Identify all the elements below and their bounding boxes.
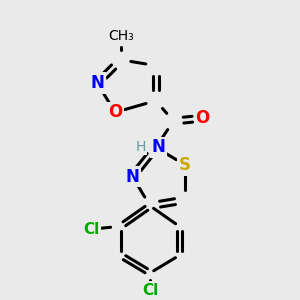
Text: N: N bbox=[91, 74, 104, 92]
Text: O: O bbox=[108, 103, 122, 122]
Text: S: S bbox=[179, 156, 191, 174]
Text: O: O bbox=[195, 109, 210, 127]
Text: Cl: Cl bbox=[142, 283, 158, 298]
Text: N: N bbox=[152, 138, 166, 156]
Text: CH₃: CH₃ bbox=[108, 29, 134, 44]
Text: N: N bbox=[125, 168, 140, 186]
Text: Cl: Cl bbox=[83, 222, 100, 237]
Text: H: H bbox=[136, 140, 146, 154]
